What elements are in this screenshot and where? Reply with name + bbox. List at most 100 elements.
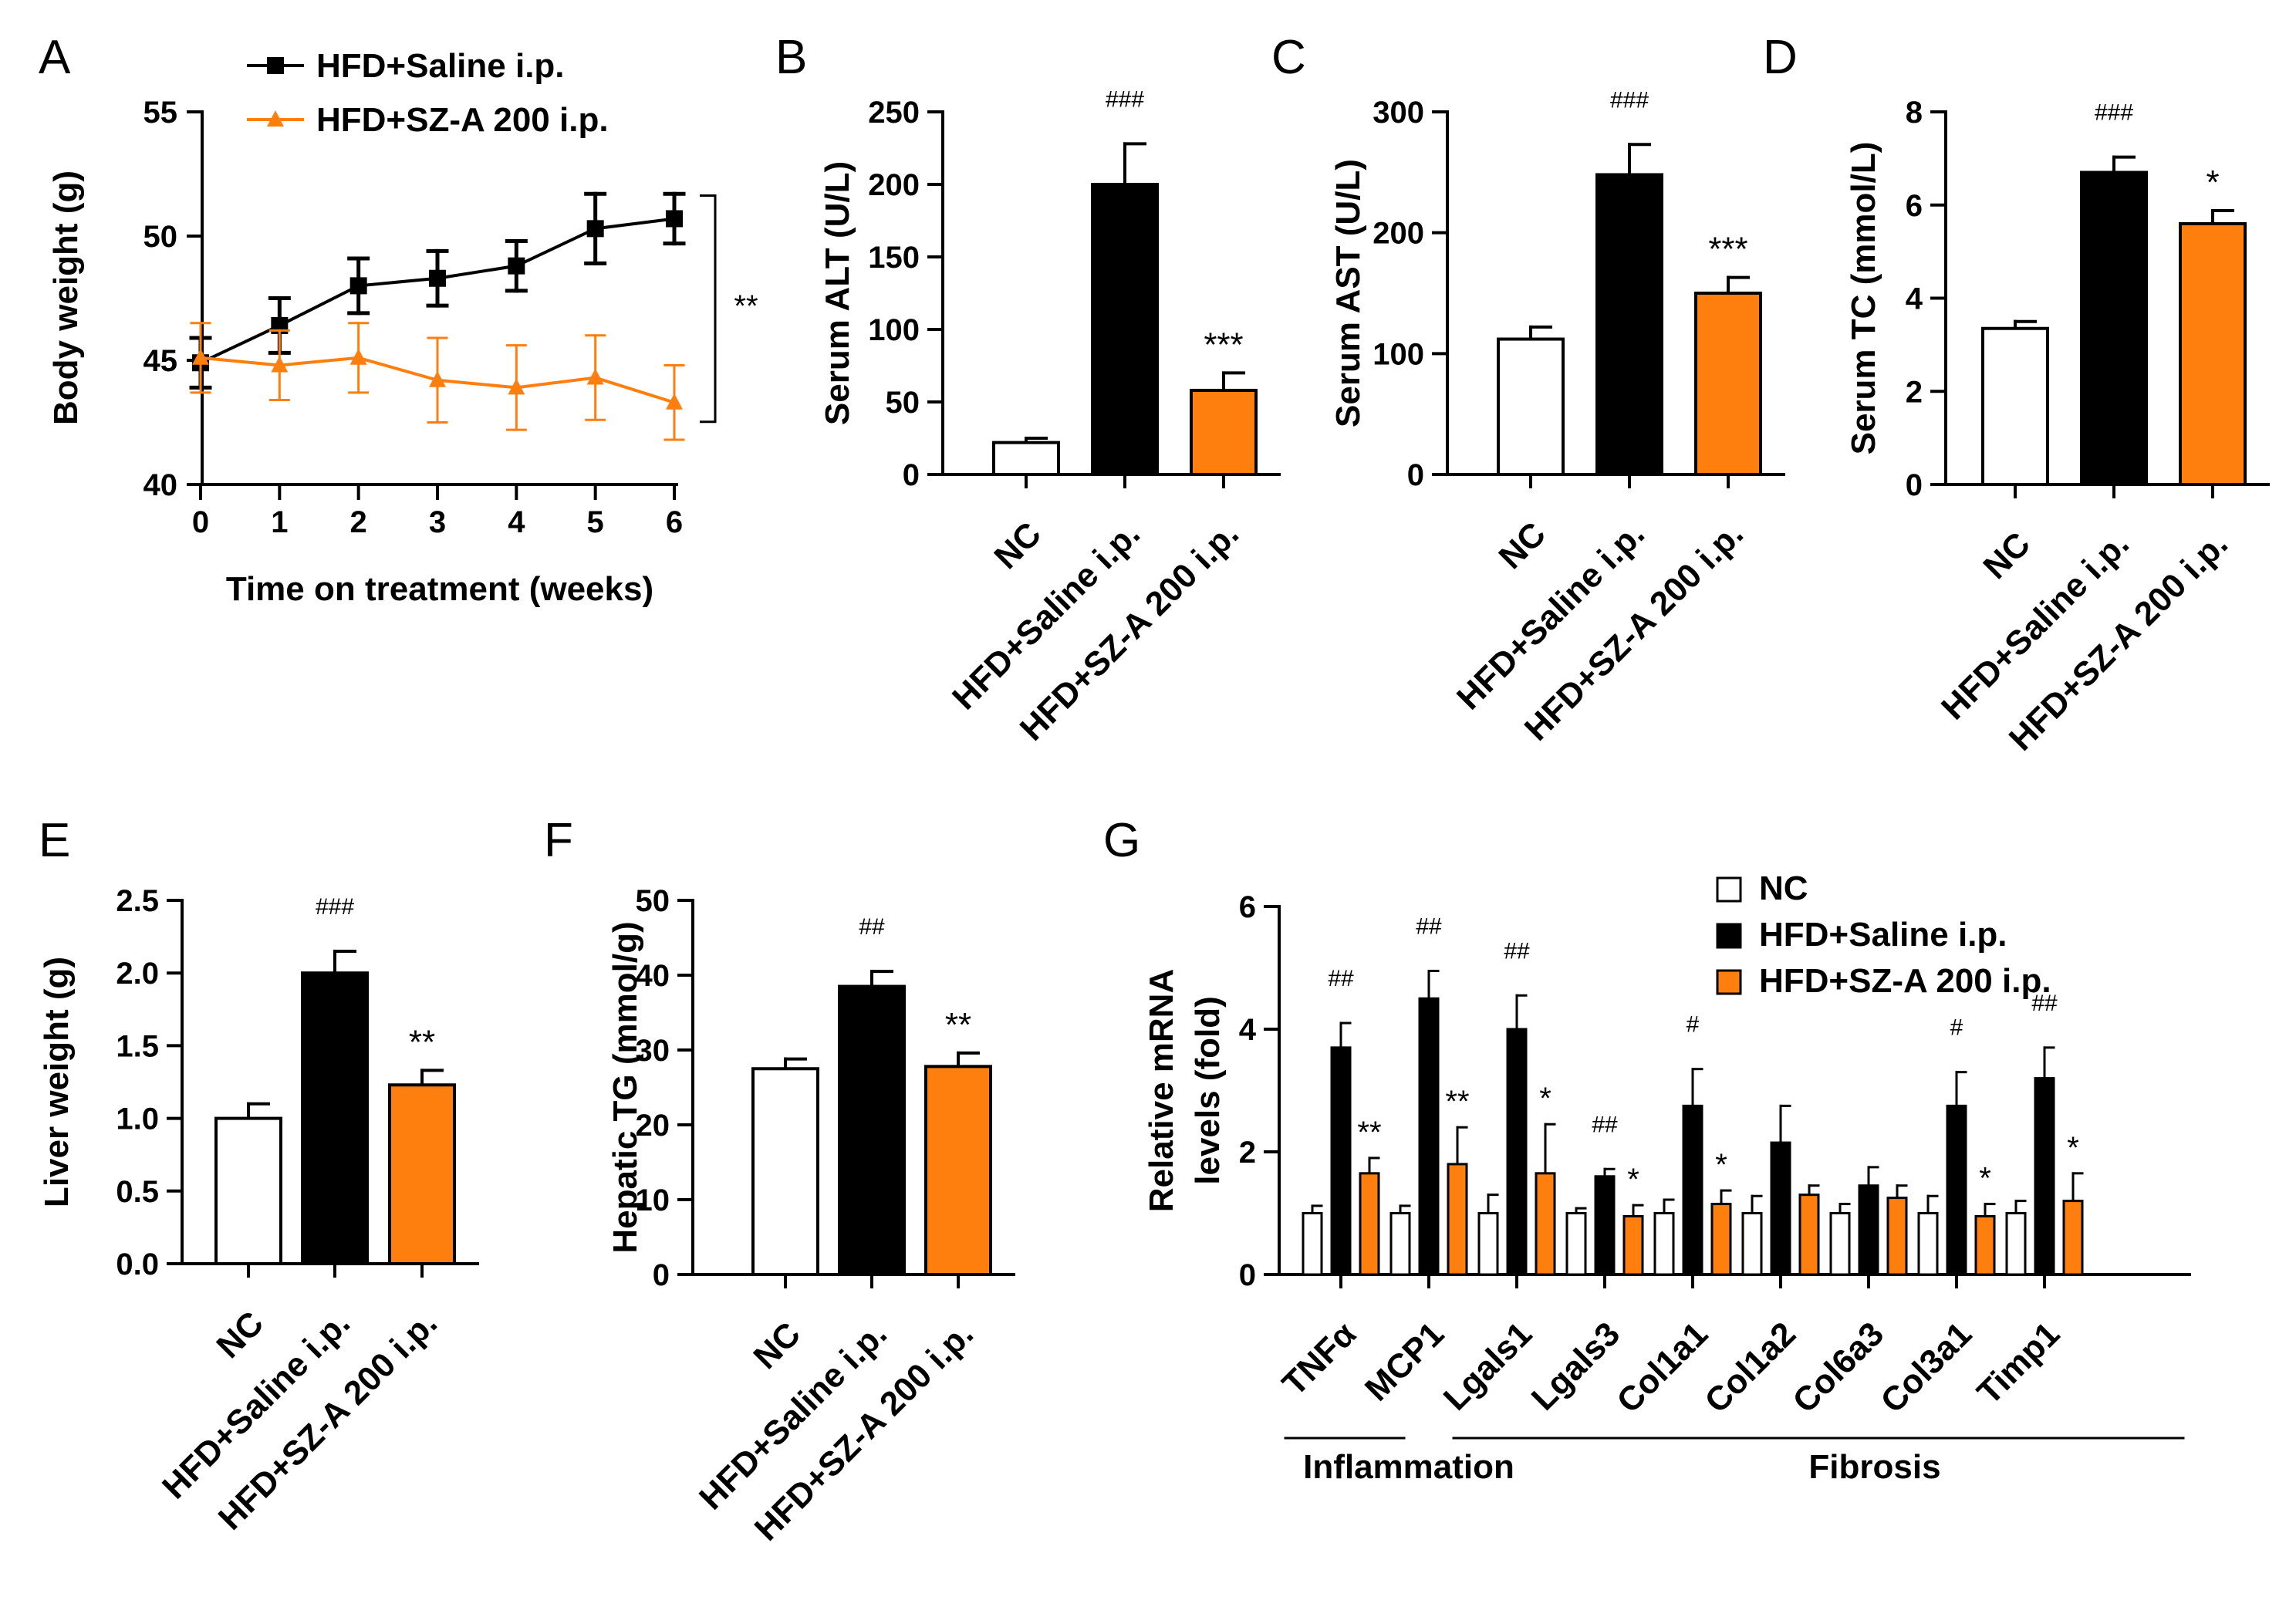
g-bar-7-0: [1917, 1212, 1939, 1276]
a-point-triangle: [271, 356, 289, 373]
a-x-axis-label: Time on treatment (weeks): [226, 570, 653, 608]
c-y-tick-label: 200: [1373, 217, 1424, 251]
g-bar-4-2: [1710, 1203, 1732, 1276]
a-y-tick-label: 40: [144, 468, 178, 502]
d-y-axis-label: Serum TC (mmol/L): [1845, 142, 1882, 455]
f-x-tick-label-0: NC: [746, 1315, 808, 1376]
g-sig-label: ##: [1504, 938, 1530, 964]
g-bar-5-0: [1741, 1212, 1763, 1276]
f-bar-2: [924, 1065, 992, 1276]
d-y-tick-label: 0: [1906, 468, 1923, 502]
e-y-tick-label: 2.5: [116, 884, 159, 918]
g-group-label-inflammation: Inflammation: [1303, 1448, 1514, 1486]
f-bar-1: [838, 984, 906, 1277]
f-y-tick-label: 40: [636, 959, 670, 993]
c-bar-1: [1595, 173, 1663, 476]
f-sig-label-2: **: [945, 1006, 971, 1044]
e-y-tick-label: 0.0: [116, 1248, 159, 1281]
a-x-tick-label: 6: [666, 505, 683, 539]
g-bar-3-1: [1594, 1175, 1616, 1276]
c-bar-0: [1497, 337, 1565, 476]
a-y-tick-label: 55: [144, 96, 178, 130]
g-y-tick-label: 0: [1239, 1258, 1256, 1292]
g-bar-5-2: [1798, 1194, 1820, 1276]
g-sig-label: **: [1445, 1085, 1469, 1119]
f-y-tick-label: 0: [653, 1258, 670, 1292]
e-bar-1: [301, 971, 369, 1265]
g-sig-label: *: [1715, 1148, 1727, 1182]
b-y-tick-label: 50: [886, 386, 920, 420]
g-bar-3-0: [1565, 1212, 1587, 1276]
a-legend-label-1: HFD+SZ-A 200 i.p.: [316, 101, 609, 139]
g-x-tick-label-1: MCP1: [1358, 1315, 1451, 1408]
a-point-triangle: [586, 368, 604, 385]
a-point-triangle: [666, 393, 683, 410]
g-bar-5-1: [1770, 1141, 1791, 1276]
g-sig-label: *: [1627, 1163, 1639, 1197]
e-sig-label-1: ###: [316, 894, 354, 920]
b-x-tick-label-1: HFD+Saline i.p.: [945, 515, 1147, 717]
f-y-tick-label: 20: [636, 1109, 670, 1143]
panel-label-b: B: [775, 31, 807, 84]
g-legend-label-1: HFD+Saline i.p.: [1759, 916, 2007, 954]
e-x-tick-label-0: NC: [209, 1304, 271, 1366]
b-bar-0: [992, 441, 1060, 477]
g-bar-8-0: [2005, 1212, 2027, 1276]
panel-label-d: D: [1763, 31, 1798, 84]
a-x-tick-label: 2: [350, 505, 367, 539]
d-bar-2: [2179, 221, 2247, 486]
g-x-tick-label-4: Col1a1: [1609, 1315, 1715, 1420]
g-y-tick-label: 6: [1239, 890, 1256, 924]
b-sig-label-2: ***: [1204, 326, 1243, 363]
g-bar-4-1: [1682, 1104, 1703, 1276]
d-y-tick-label: 8: [1906, 96, 1923, 130]
g-sig-label: #: [1950, 1015, 1963, 1041]
panel-label-c: C: [1271, 31, 1306, 84]
a-point-square: [349, 277, 367, 295]
g-x-tick-label-0: TNFα: [1275, 1315, 1363, 1403]
b-y-axis-label: Serum ALT (U/L): [819, 161, 856, 425]
panel-label-f: F: [544, 814, 573, 867]
g-x-tick-label-2: Lgals1: [1437, 1315, 1539, 1417]
g-y-axis-label-line2: levels (fold): [1189, 996, 1227, 1185]
d-bar-1: [2080, 171, 2148, 487]
a-point-triangle: [192, 348, 209, 365]
g-bar-2-2: [1535, 1172, 1556, 1276]
g-y-axis-label-line1: Relative mRNA: [1143, 969, 1180, 1212]
g-bar-7-2: [1974, 1214, 1996, 1276]
g-bar-6-1: [1858, 1184, 1879, 1276]
a-y-tick-label: 45: [144, 344, 178, 378]
g-sig-label: *: [2067, 1131, 2079, 1165]
a-significance-bracket: [700, 194, 717, 424]
e-sig-label-2: **: [409, 1023, 435, 1061]
panel-label-g: G: [1103, 814, 1140, 867]
d-y-tick-label: 2: [1906, 375, 1923, 409]
a-point-square: [666, 210, 683, 228]
f-bar-0: [751, 1067, 819, 1276]
d-y-tick-label: 6: [1906, 189, 1923, 223]
c-sig-label-1: ###: [1610, 87, 1649, 113]
d-x-tick-label-1: HFD+Saline i.p.: [1934, 525, 2136, 727]
g-sig-label: ##: [1592, 1112, 1618, 1137]
g-sig-label: ##: [1416, 913, 1442, 939]
b-y-tick-label: 100: [868, 313, 920, 347]
f-y-tick-label: 30: [636, 1034, 670, 1068]
a-x-tick-label: 0: [192, 505, 209, 539]
g-sig-label: **: [1357, 1116, 1381, 1150]
f-y-tick-label: 10: [636, 1183, 670, 1217]
a-legend-marker-0: [267, 57, 284, 74]
g-legend-swatch-1: [1716, 923, 1742, 949]
d-y-tick-label: 4: [1906, 282, 1923, 316]
panel-label-a: A: [39, 31, 71, 84]
g-bar-8-1: [2034, 1077, 2055, 1276]
g-bar-2-0: [1477, 1212, 1499, 1276]
g-sig-label: #: [1687, 1012, 1700, 1038]
a-x-tick-label: 3: [429, 505, 446, 539]
a-x-tick-label: 1: [271, 505, 288, 539]
a-significance-label: **: [734, 289, 758, 323]
a-x-tick-label: 5: [587, 505, 604, 539]
a-point-triangle: [508, 378, 525, 395]
g-x-tick-label-5: Col1a2: [1697, 1315, 1803, 1420]
panel-label-e: E: [39, 814, 70, 867]
c-y-tick-label: 0: [1407, 458, 1424, 492]
